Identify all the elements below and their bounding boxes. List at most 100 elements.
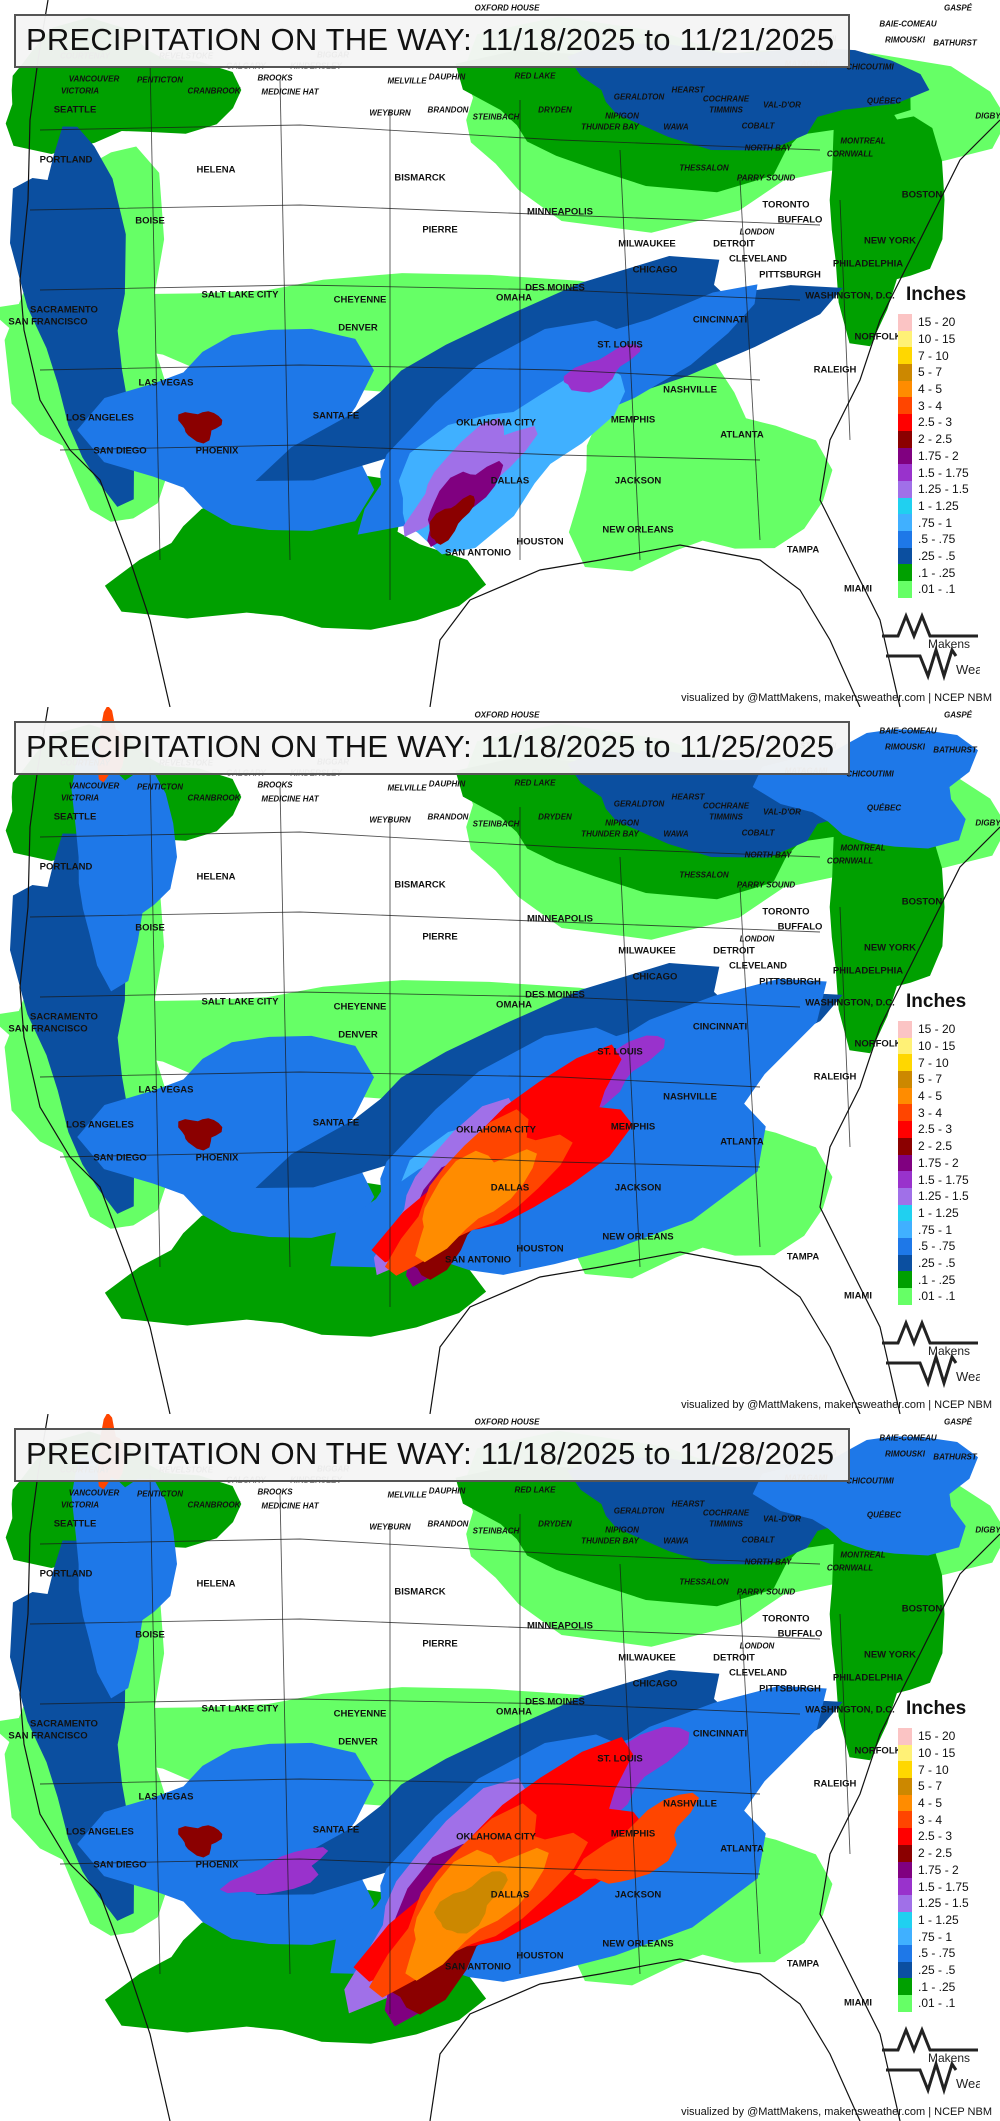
city-label: NORFOLK: [854, 1745, 902, 1757]
city-label: NIPIGON: [605, 1525, 639, 1535]
legend-row: 7 - 10: [898, 1054, 976, 1072]
state-borders: [19, 0, 1000, 707]
city-label: NORTH BAY: [744, 143, 792, 153]
city-label: WASHINGTON, D.C.: [805, 997, 895, 1009]
legend-label: .75 - 1: [918, 515, 953, 530]
border-line: [619, 856, 641, 1268]
city-label: HELENA: [196, 164, 236, 176]
legend-label: 1.25 - 1.5: [918, 1896, 969, 1911]
city-label: NEW ORLEANS: [602, 1231, 674, 1243]
city-label: BRANDON: [427, 1519, 469, 1529]
city-label: BISMARCK: [394, 1586, 446, 1598]
border-line: [29, 204, 821, 226]
legend-swatch: [898, 1961, 912, 1979]
legend-row: 3 - 4: [898, 397, 976, 415]
legend-label: .25 - .5: [918, 548, 956, 563]
legend-label: 5 - 7: [918, 1072, 943, 1087]
city-label: DIGBY: [975, 1525, 1000, 1535]
city-label: CLEVELAND: [728, 1667, 788, 1679]
legend-swatch: [898, 1171, 912, 1188]
city-label: CHICAGO: [632, 264, 678, 276]
city-label: COCHRANE: [702, 1508, 750, 1518]
precip-region-brown: [433, 1871, 508, 1934]
border-line: [39, 124, 821, 151]
legend-label: .1 - .25: [918, 565, 956, 580]
city-label: PHOENIX: [195, 445, 239, 457]
legend-row: 5 - 7: [898, 1778, 976, 1795]
city-label: CHICAGO: [632, 971, 678, 983]
city-label: TORONTO: [762, 199, 810, 211]
city-label: NASHVILLE: [663, 1091, 717, 1103]
legend-row: 4 - 5: [898, 1794, 976, 1812]
city-label: HEARST: [671, 792, 705, 802]
city-label: BRANDON: [427, 812, 469, 822]
city-label: CORNWALL: [826, 856, 874, 866]
city-label: OKLAHOMA CITY: [456, 417, 536, 429]
ocean: [0, 0, 170, 707]
city-label: SANTA FE: [312, 410, 360, 422]
city-label: HELENA: [196, 871, 236, 883]
city-label: PHILADELPHIA: [832, 965, 904, 977]
legend-swatch: [898, 1021, 912, 1038]
legend-row: 15 - 20: [898, 1728, 976, 1745]
legend-swatch: [898, 1221, 912, 1238]
city-label: NORTH BAY: [744, 850, 792, 860]
city-label: SAN FRANCISCO: [8, 1023, 88, 1035]
city-label: PARRY SOUND: [736, 880, 796, 890]
city-label: SALT LAKE CITY: [201, 1703, 279, 1715]
ocean: [0, 707, 170, 1414]
city-label: DIGBY: [975, 818, 1000, 828]
city-label: THESSALON: [679, 1577, 729, 1587]
border-line: [619, 149, 641, 561]
city-label: PENTICTON: [136, 782, 184, 792]
legend-label: 7 - 10: [918, 348, 949, 363]
city-label: BROOKS: [257, 73, 293, 83]
city-label: GASPÉ: [943, 710, 973, 720]
legend-swatch: [898, 464, 912, 481]
legend-row: .1 - .25: [898, 564, 976, 581]
city-label: CRANBROOK: [187, 793, 241, 803]
legend-label: 2.5 - 3: [918, 415, 953, 430]
city-label: DAUPHIN: [428, 1486, 466, 1496]
legend-row: 1.25 - 1.5: [898, 1894, 976, 1912]
precip-region-orange: [415, 1149, 537, 1263]
city-label: HOUSTON: [516, 1950, 564, 1962]
city-label: CINCINNATI: [692, 314, 748, 326]
city-label: SAN ANTONIO: [445, 1961, 511, 1973]
legend-row: 1.5 - 1.75: [898, 1171, 976, 1188]
precip-region-violet: [563, 344, 641, 393]
city-label: PITTSBURGH: [759, 976, 821, 988]
logo-mark: Makens Weather: [882, 611, 1000, 682]
border-line: [39, 1538, 821, 1565]
city-label: WASHINGTON, D.C.: [805, 290, 895, 302]
legend-swatch: [898, 1288, 912, 1305]
city-label: HEARST: [671, 85, 705, 95]
legend-swatch: [898, 1978, 912, 1995]
legend-label: .1 - .25: [918, 1272, 956, 1287]
legend-swatch: [898, 1844, 912, 1862]
city-label: PARRY SOUND: [736, 1587, 796, 1597]
legend-swatch: [898, 497, 912, 515]
city-label: SAN FRANCISCO: [8, 316, 88, 328]
border-line: [29, 1618, 821, 1640]
precip-region-dark-red: [178, 1118, 223, 1151]
city-label: JACKSON: [614, 475, 662, 487]
city-label: VAL-D'OR: [763, 807, 801, 817]
city-label: BOSTON: [901, 189, 943, 201]
heavy-precip-layer: [178, 344, 641, 548]
city-label: CORNWALL: [826, 1563, 874, 1573]
city-label: CINCINNATI: [692, 1728, 748, 1740]
legend-swatch: [898, 397, 912, 415]
city-label: VICTORIA: [60, 1500, 100, 1510]
city-label: MINNEAPOLIS: [527, 206, 593, 218]
legend-swatch: [898, 1728, 912, 1745]
legend-label: .01 - .1: [918, 1996, 956, 2011]
legend-label: 2 - 2.5: [918, 1846, 953, 1861]
map-panel: OXFORD HOUSEISTASSINIBAIE-COMEAUGASPÉRIM…: [0, 707, 1000, 1414]
city-label: PORTLAND: [39, 861, 93, 873]
city-label: WAWA: [663, 122, 689, 132]
city-label: SANTA FE: [312, 1117, 360, 1129]
city-label: COBALT: [741, 121, 775, 131]
legend-row: 2 - 2.5: [898, 430, 976, 448]
